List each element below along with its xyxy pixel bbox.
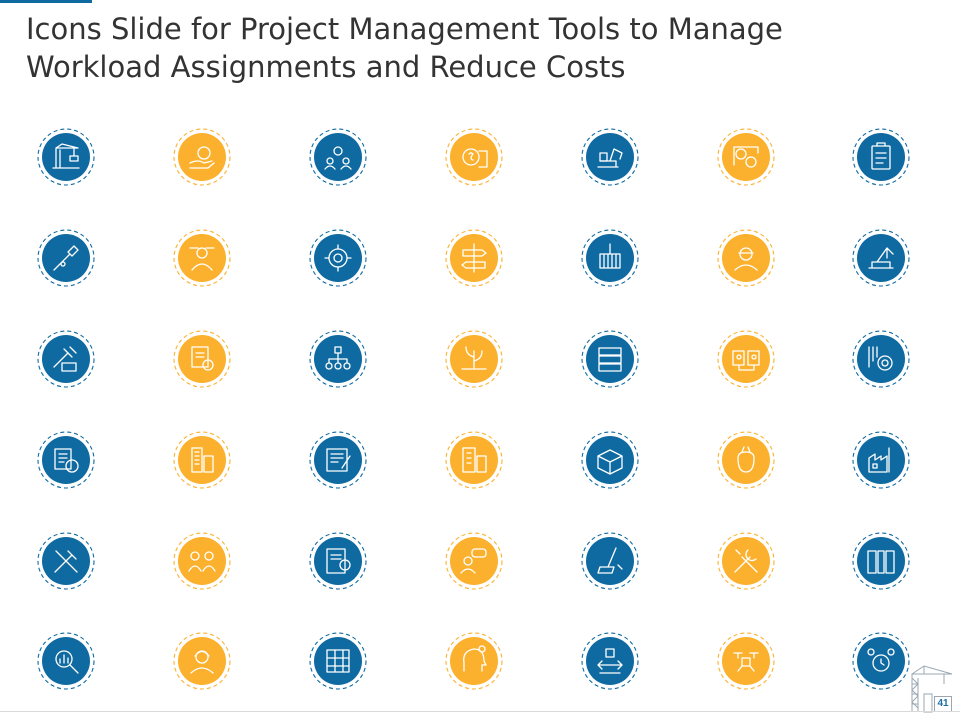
factory-icon xyxy=(850,429,912,491)
signpost-icon xyxy=(443,227,505,289)
blueprint-pencil-icon xyxy=(307,429,369,491)
money-bag-tag-icon xyxy=(715,429,777,491)
office-building-icon xyxy=(443,429,505,491)
conveyor-crane-icon xyxy=(850,227,912,289)
bottom-divider xyxy=(0,711,960,712)
discussion-people-icon xyxy=(443,530,505,592)
coin-stack-icon xyxy=(443,126,505,188)
top-accent-bar xyxy=(0,0,92,3)
gear-document-icon xyxy=(171,328,233,390)
excavator-icon xyxy=(579,126,641,188)
team-meeting-icon xyxy=(171,530,233,592)
shovel-icon xyxy=(35,227,97,289)
organization-chart-icon xyxy=(307,328,369,390)
money-hand-icon xyxy=(171,126,233,188)
hammer-bricks-icon xyxy=(35,328,97,390)
crane-icon xyxy=(35,126,97,188)
crossed-tools-icon xyxy=(35,530,97,592)
hammer-wrench-icon xyxy=(715,530,777,592)
building-plan-icon xyxy=(307,630,369,692)
buildings-icon xyxy=(171,429,233,491)
page-number: 41 xyxy=(934,696,952,712)
magnifier-chart-icon xyxy=(35,630,97,692)
server-stack-icon xyxy=(579,328,641,390)
gear-person-icon xyxy=(307,227,369,289)
worker-blueprint-icon xyxy=(171,227,233,289)
crane-container-icon xyxy=(579,227,641,289)
settings-document-icon xyxy=(307,530,369,592)
toolkit-icon xyxy=(850,530,912,592)
engineer-icon xyxy=(171,630,233,692)
worker-helmet-icon xyxy=(715,227,777,289)
drone-delivery-icon xyxy=(715,630,777,692)
money-flow-icon xyxy=(579,630,641,692)
report-gear-icon xyxy=(35,429,97,491)
tools-gear-icon xyxy=(850,328,912,390)
team-time-icon xyxy=(850,630,912,692)
idea-head-icon xyxy=(443,630,505,692)
profile-cards-icon xyxy=(715,328,777,390)
money-exchange-icon xyxy=(715,126,777,188)
plant-growth-icon xyxy=(443,328,505,390)
crane-decoration-icon xyxy=(911,665,953,713)
team-settings-icon xyxy=(307,126,369,188)
open-box-icon xyxy=(579,429,641,491)
cleaning-broom-icon xyxy=(579,530,641,592)
slide-title: Icons Slide for Project Management Tools… xyxy=(26,12,783,84)
clipboard-checklist-icon xyxy=(850,126,912,188)
